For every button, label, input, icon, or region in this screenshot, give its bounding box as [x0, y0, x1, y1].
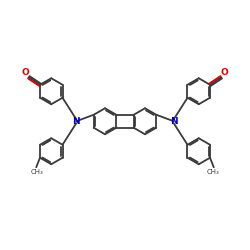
- Text: O: O: [22, 68, 30, 77]
- Text: O: O: [220, 68, 228, 77]
- Text: CH₃: CH₃: [30, 169, 43, 175]
- Text: N: N: [170, 117, 177, 126]
- Text: N: N: [72, 117, 80, 126]
- Text: CH₃: CH₃: [207, 169, 220, 175]
